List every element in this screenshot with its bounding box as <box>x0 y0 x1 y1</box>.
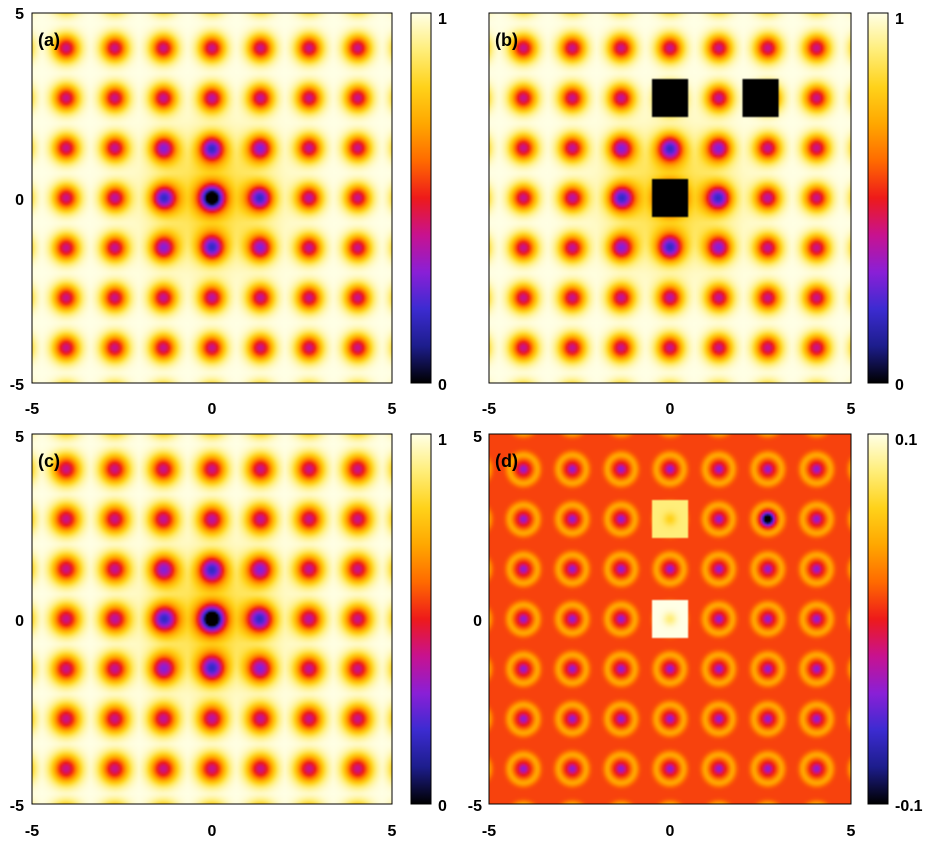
panel-c-ytick-bottom: -5 <box>10 798 24 815</box>
panel-d-label: (d) <box>495 451 518 471</box>
panel-a-cbar-max: 1 <box>438 11 447 28</box>
panel-b-cbar-max: 1 <box>895 11 904 28</box>
panel-d-heatmap <box>489 434 851 804</box>
panel-d-xtick-mid: 0 <box>666 823 675 840</box>
panel-d-xtick-right: 5 <box>847 823 856 840</box>
panel-b-heatmap <box>489 13 851 383</box>
panel-c-colorbar <box>410 433 432 805</box>
panel-b-frame <box>488 12 852 384</box>
panel-b-label: (b) <box>495 30 518 50</box>
panel-d-colorbar <box>867 433 889 805</box>
panel-b-cbar-min: 0 <box>895 377 904 394</box>
panel-a-xtick-mid: 0 <box>208 401 217 418</box>
panel-b-colorbar <box>867 12 889 384</box>
panel-b-xtick-mid: 0 <box>666 401 675 418</box>
panel-d-cbar-min: -0.1 <box>895 798 923 815</box>
panel-c-heatmap <box>32 434 392 804</box>
panel-c-cbar-max: 1 <box>438 432 447 449</box>
panel-d-ytick-bottom: -5 <box>468 798 482 815</box>
panel-d-cbar-max: 0.1 <box>895 432 917 449</box>
panel-c-xtick-left: -5 <box>25 823 39 840</box>
panel-a-ytick-mid: 0 <box>15 192 24 209</box>
panel-b-xtick-right: 5 <box>847 401 856 418</box>
panel-a-xtick-right: 5 <box>388 401 397 418</box>
panel-a-cbar-min: 0 <box>438 377 447 394</box>
panel-a: (a) 5 0 -5 -5 0 5 1 0 <box>10 6 447 418</box>
panel-d: (d) 5 0 -5 -5 0 5 0.1 -0.1 <box>468 429 923 840</box>
panel-a-colorbar <box>410 12 432 384</box>
panel-d-frame <box>488 433 852 805</box>
panel-a-label: (a) <box>38 30 60 50</box>
panel-c-cbar-min: 0 <box>438 798 447 815</box>
panel-c-ytick-mid: 0 <box>15 613 24 630</box>
panel-c-ytick-top: 5 <box>15 429 24 446</box>
panel-c-xtick-mid: 0 <box>208 823 217 840</box>
panel-a-ytick-top: 5 <box>15 6 24 23</box>
panel-c-frame <box>31 433 393 805</box>
panel-d-xtick-left: -5 <box>482 823 496 840</box>
panel-c: (c) 5 0 -5 -5 0 5 1 0 <box>10 429 447 840</box>
panel-c-xtick-right: 5 <box>388 823 397 840</box>
panel-b-xtick-left: -5 <box>482 401 496 418</box>
panel-a-ytick-bottom: -5 <box>10 377 24 394</box>
panel-a-frame <box>31 12 393 384</box>
panel-b: (b) -5 0 5 1 0 <box>482 11 904 418</box>
panel-a-xtick-left: -5 <box>25 401 39 418</box>
panel-d-ytick-mid: 0 <box>473 613 482 630</box>
panel-a-heatmap <box>32 13 392 383</box>
panel-d-ytick-top: 5 <box>473 429 482 446</box>
panel-c-label: (c) <box>38 451 60 471</box>
